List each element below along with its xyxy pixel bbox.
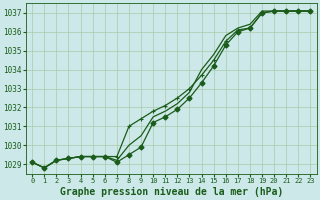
X-axis label: Graphe pression niveau de la mer (hPa): Graphe pression niveau de la mer (hPa)	[60, 186, 283, 197]
